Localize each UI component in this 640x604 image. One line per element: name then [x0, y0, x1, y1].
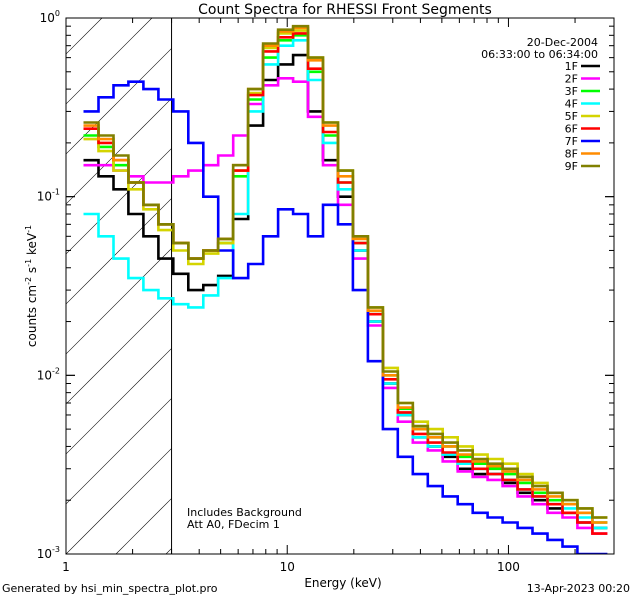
chart-title: Count Spectra for RHESSI Front Segments [198, 2, 492, 18]
series-line-2F [83, 77, 608, 535]
legend-label-5F: 5F [565, 110, 578, 123]
y-tick-label: 10-1 [37, 188, 60, 204]
series-line-8F [83, 26, 608, 524]
legend-label-3F: 3F [565, 85, 578, 98]
y-tick-label: 10-2 [37, 366, 60, 382]
y-label-exp-s: -1 [24, 259, 33, 267]
x-axis-label: Energy (keV) [304, 576, 381, 590]
series-line-7F [83, 80, 608, 554]
y-tick-base: 10 [37, 547, 52, 561]
hatch-line [0, 0, 26, 554]
x-tick-label: 100 [497, 560, 520, 574]
series-line-5F [83, 29, 608, 519]
y-label-exp-kev: -1 [24, 225, 33, 233]
axis-ticks [65, 17, 615, 555]
x-tick-label: 1 [62, 560, 70, 574]
y-tick-exp: -1 [52, 188, 60, 197]
time-range-label: 06:33:00 to 06:34:00 [481, 48, 598, 61]
legend-label-7F: 7F [565, 135, 578, 148]
y-tick-base: 10 [40, 11, 55, 25]
hatch-line [115, 498, 172, 554]
series-lines [83, 18, 608, 554]
legend-label-4F: 4F [565, 98, 578, 111]
background-hatch-region [0, 0, 172, 554]
y-label-kev: keV [25, 232, 39, 259]
y-tick-base: 10 [37, 190, 52, 204]
legend-label-6F: 6F [565, 123, 578, 136]
y-tick-base: 10 [37, 368, 52, 382]
hatch-line [66, 398, 172, 505]
y-tick-exp: 0 [55, 9, 60, 18]
hatch-line [66, 448, 172, 554]
footer-timestamp: 13-Apr-2023 00:20 [526, 582, 630, 595]
annotation-attenuator: Att A0, FDecim 1 [187, 518, 280, 531]
y-axis-label: counts cm-2 s-1 keV-1 [24, 225, 39, 347]
hatch-line [66, 18, 153, 105]
plot-frame [65, 17, 615, 555]
hatch-line [66, 198, 172, 305]
series-line-6F [83, 32, 608, 535]
series-line-9F [83, 24, 608, 519]
legend-label-8F: 8F [565, 148, 578, 161]
series-line-1F [83, 53, 608, 530]
hatch-line [66, 248, 172, 355]
footer-generated-by: Generated by hsi_min_spectra_plot.pro [2, 582, 218, 595]
x-tick-label: 10 [280, 560, 295, 574]
annotation-background: Includes Background [187, 506, 302, 519]
y-tick-exp: -2 [52, 366, 60, 375]
legend-label-9F: 9F [565, 160, 578, 173]
hatch-line [66, 18, 103, 55]
y-label-exp-cm: -2 [24, 277, 33, 285]
legend-label-2F: 2F [565, 73, 578, 86]
hatch-line [66, 48, 172, 155]
y-tick-exp: -3 [52, 545, 60, 554]
x-tick-labels: 1 10 100 [62, 560, 520, 574]
date-label: 20-Dec-2004 [527, 36, 598, 49]
y-label-s: s [25, 267, 39, 277]
y-tick-label: 100 [40, 9, 60, 25]
y-label-counts: counts cm [25, 285, 39, 347]
series-line-4F [83, 39, 608, 530]
series-line-3F [83, 34, 608, 524]
legend-label-1F: 1F [565, 60, 578, 73]
y-tick-label: 10-3 [37, 545, 60, 561]
